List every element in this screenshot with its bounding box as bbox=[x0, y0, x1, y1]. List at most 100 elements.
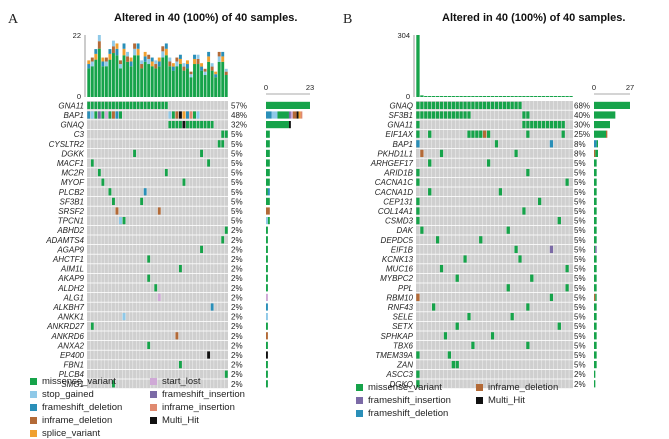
top-bar-segment bbox=[193, 54, 196, 59]
top-bar bbox=[498, 96, 503, 97]
legend-item-inframe-insertion: inframe_insertion bbox=[150, 402, 235, 413]
gene-label: PPL bbox=[398, 284, 413, 293]
legend-swatch bbox=[30, 417, 37, 424]
mutation-cell bbox=[510, 101, 514, 109]
mutation-cell bbox=[537, 197, 542, 205]
top-bar-segment bbox=[133, 43, 137, 49]
top-bar bbox=[486, 96, 491, 97]
top-bar bbox=[119, 68, 122, 97]
top-bar bbox=[207, 61, 211, 97]
legend-swatch bbox=[356, 410, 363, 417]
mutation-cell bbox=[428, 111, 432, 119]
gene-pct-label: 5% bbox=[574, 351, 586, 360]
mutation-cell bbox=[143, 101, 147, 109]
top-bar bbox=[217, 61, 221, 97]
gene-pct-label: 2% bbox=[231, 313, 243, 322]
mutation-cell bbox=[455, 111, 459, 119]
mutation-cell bbox=[87, 101, 91, 109]
mutation-cell bbox=[451, 111, 455, 119]
top-bar bbox=[530, 96, 534, 97]
right-bar bbox=[596, 140, 598, 148]
mutation-cell bbox=[455, 361, 459, 369]
gene-pct-label: 57% bbox=[231, 101, 247, 110]
mutation-cell bbox=[471, 130, 475, 138]
chart-b-title: Altered in 40 (100%) of 40 samples. bbox=[442, 12, 626, 24]
gene-label: RNF43 bbox=[388, 303, 414, 312]
top-bar-segment bbox=[186, 64, 189, 69]
mutation-cell bbox=[514, 245, 518, 253]
mutation-cell bbox=[431, 303, 436, 311]
right-bar bbox=[594, 361, 597, 369]
gene-label: GNAQ bbox=[389, 101, 413, 110]
mutation-cell bbox=[526, 303, 530, 311]
gene-pct-label: 5% bbox=[231, 130, 243, 139]
mutation-cell bbox=[428, 159, 432, 167]
mutation-cell bbox=[164, 169, 168, 177]
top-bar-segment bbox=[175, 57, 179, 62]
mutation-cell bbox=[486, 159, 491, 167]
right-bar bbox=[266, 274, 268, 282]
mutation-cell bbox=[514, 101, 518, 109]
top-bar bbox=[479, 96, 483, 97]
gene-pct-label: 8% bbox=[574, 149, 586, 158]
legend-item-start-lost: start_lost bbox=[150, 376, 201, 387]
top-bar-segment bbox=[115, 48, 119, 56]
mutation-cell bbox=[185, 121, 189, 129]
gene-label: MYOF bbox=[61, 178, 85, 187]
top-bar bbox=[196, 64, 200, 97]
top-bar-segment bbox=[129, 61, 133, 67]
mutation-cell bbox=[111, 197, 115, 205]
mutation-cell bbox=[97, 101, 101, 109]
top-bar bbox=[459, 96, 463, 97]
mutation-cell bbox=[534, 121, 538, 129]
gene-label: EIF1AX bbox=[385, 130, 413, 139]
gene-label: ARID1B bbox=[383, 169, 414, 178]
gene-label: RBM10 bbox=[386, 293, 413, 302]
mutation-cell bbox=[486, 101, 491, 109]
top-bar-segment bbox=[193, 58, 196, 65]
top-bar bbox=[490, 96, 495, 97]
right-bar bbox=[594, 293, 596, 301]
right-bar bbox=[594, 265, 597, 273]
gene-label: DEPDC5 bbox=[381, 236, 414, 245]
gene-label: CACNA1C bbox=[375, 178, 413, 187]
mutation-cell bbox=[221, 130, 225, 138]
legend-item-missense-variant: missense_variant bbox=[356, 382, 442, 393]
mutation-cell bbox=[108, 111, 112, 119]
gene-label: DAK bbox=[397, 226, 414, 235]
mutation-cell bbox=[147, 274, 151, 282]
mutation-cell bbox=[147, 255, 151, 263]
mutation-cell bbox=[210, 121, 214, 129]
top-bar-segment bbox=[104, 57, 108, 62]
top-bar bbox=[471, 96, 475, 97]
top-bar bbox=[224, 75, 228, 97]
gene-label: ANXA2 bbox=[57, 341, 85, 350]
mutation-cell bbox=[154, 284, 158, 292]
right-axis-tick-max: 23 bbox=[306, 83, 314, 92]
right-bar bbox=[595, 293, 597, 301]
right-bar bbox=[266, 370, 268, 378]
mutation-cell bbox=[140, 101, 144, 109]
top-bar-segment bbox=[101, 57, 105, 62]
mutation-cell bbox=[200, 245, 204, 253]
top-bar bbox=[557, 96, 561, 97]
mutation-cell bbox=[157, 101, 161, 109]
top-bar-segment bbox=[224, 68, 228, 72]
mutation-cell bbox=[97, 111, 101, 119]
right-bar bbox=[594, 140, 597, 148]
gene-pct-label: 5% bbox=[574, 322, 586, 331]
top-bar bbox=[420, 95, 424, 97]
right-bar bbox=[594, 255, 597, 263]
top-bar bbox=[432, 96, 436, 97]
top-bar bbox=[147, 64, 151, 97]
gene-label: SF3B1 bbox=[389, 111, 413, 120]
top-bar-segment bbox=[136, 43, 140, 49]
top-bar bbox=[221, 61, 225, 97]
top-axis-tick-min: 0 bbox=[77, 92, 81, 101]
gene-label: ALKBH7 bbox=[52, 303, 84, 312]
mutation-cell bbox=[557, 217, 561, 225]
mutation-cell bbox=[178, 121, 182, 129]
mutation-cell bbox=[164, 101, 168, 109]
right-bar bbox=[594, 178, 597, 186]
mutation-cell bbox=[168, 121, 172, 129]
